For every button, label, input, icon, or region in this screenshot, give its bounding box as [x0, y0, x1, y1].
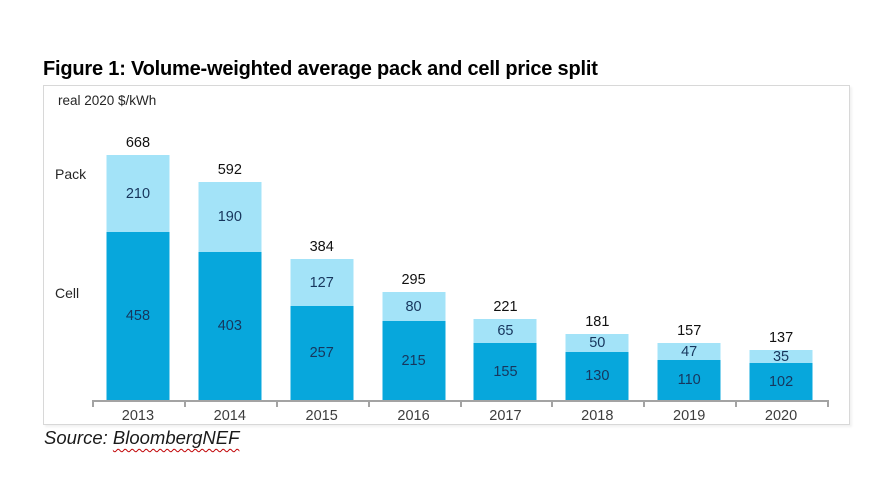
total-label: 137	[768, 330, 794, 346]
chart-frame: real 2020 $/kWh Pack Cell 210 458 668 190 40…	[43, 85, 850, 425]
bar-group-2020: 35 102 137	[735, 86, 827, 400]
cell-segment: 215	[382, 321, 446, 400]
unit-axis-label: real 2020 $/kWh	[58, 93, 157, 108]
cell-segment: 458	[106, 232, 170, 400]
pack-value-label: 65	[497, 323, 514, 339]
cell-segment: 102	[749, 363, 813, 400]
pack-value-label: 210	[125, 185, 151, 202]
year-label: 2014	[213, 408, 246, 424]
bar-group-2013: 210 458 668	[92, 86, 184, 400]
total-label: 384	[309, 239, 334, 255]
bar-group-2016: 80 215 295	[368, 86, 460, 400]
cell-segment: 155	[473, 343, 537, 400]
cell-segment: 130	[565, 352, 629, 400]
bar-group-2019: 47 110 157	[643, 86, 735, 400]
bar-stack: 50 130	[565, 334, 629, 400]
bar-stack: 190 403	[198, 182, 262, 400]
bar-stack: 127 257	[290, 259, 354, 400]
year-label: 2016	[397, 408, 430, 424]
pack-value-label: 47	[681, 343, 698, 360]
figure-title: Figure 1: Volume-weighted average pack a…	[43, 58, 598, 80]
axis-tick	[827, 400, 829, 407]
pack-value-label: 80	[405, 298, 422, 315]
cell-value-label: 102	[768, 373, 794, 390]
bar-group-2015: 127 257 384	[276, 86, 368, 400]
bar-stack: 65 155	[473, 319, 537, 400]
cell-value-label: 110	[677, 372, 701, 388]
cell-value-label: 130	[585, 368, 610, 384]
total-label: 157	[677, 323, 702, 339]
total-label: 295	[401, 272, 426, 288]
source-prefix: Source:	[44, 427, 113, 448]
year-label: 2015	[305, 408, 338, 424]
pack-segment: 65	[473, 319, 537, 343]
source-text: Source: BloombergNEF	[44, 427, 239, 449]
bar-stack: 35 102	[749, 348, 813, 400]
axis-tick	[183, 400, 186, 407]
cell-value-label: 403	[217, 318, 242, 334]
pack-value-label: 127	[309, 274, 334, 291]
cell-value-label: 155	[493, 363, 518, 380]
axis-tick	[275, 400, 278, 407]
cell-segment: 257	[290, 306, 354, 400]
pack-series-label: Pack	[55, 166, 87, 182]
source-name: BloombergNEF	[112, 427, 240, 448]
axis-tick	[551, 400, 554, 407]
pack-segment: 47	[657, 343, 721, 360]
bar-group-2018: 50 130 181	[551, 86, 643, 400]
pack-value-label: 190	[217, 209, 242, 225]
axis-tick	[735, 400, 738, 407]
year-label: 2018	[581, 408, 614, 424]
year-label: 2017	[489, 408, 522, 424]
pack-value-label: 50	[589, 335, 606, 351]
pack-value-label: 35	[772, 348, 790, 365]
total-label: 592	[217, 162, 242, 178]
bar-group-2014: 190 403 592	[184, 86, 276, 400]
year-label: 2019	[673, 408, 706, 424]
bar-stack: 47 110	[657, 343, 721, 400]
axis-tick	[459, 400, 462, 407]
plot-area: 210 458 668 190 403 592 127 257 384 80 215 295 65 155…	[92, 86, 827, 400]
bar-group-2017: 65 155 221	[460, 86, 552, 400]
total-label: 668	[125, 135, 151, 151]
cell-value-label: 458	[125, 308, 151, 324]
cell-value-label: 257	[309, 345, 334, 361]
year-label: 2013	[121, 408, 155, 424]
bar-stack: 80 215	[382, 292, 446, 400]
cell-segment: 403	[198, 252, 262, 400]
cell-segment: 110	[657, 360, 721, 400]
pack-segment: 190	[198, 182, 262, 252]
axis-tick	[367, 400, 370, 407]
axis-tick	[643, 400, 646, 407]
cell-value-label: 215	[401, 352, 426, 369]
pack-segment: 210	[106, 155, 170, 232]
bar-stack: 210 458	[106, 155, 170, 400]
pack-segment: 127	[290, 259, 354, 306]
axis-tick	[92, 400, 94, 407]
total-label: 181	[585, 314, 610, 330]
cell-series-label: Cell	[55, 285, 80, 301]
pack-segment: 35	[749, 348, 813, 365]
pack-segment: 50	[565, 334, 629, 352]
pack-segment: 80	[382, 292, 446, 321]
year-label: 2020	[764, 408, 798, 424]
total-label: 221	[493, 299, 518, 315]
